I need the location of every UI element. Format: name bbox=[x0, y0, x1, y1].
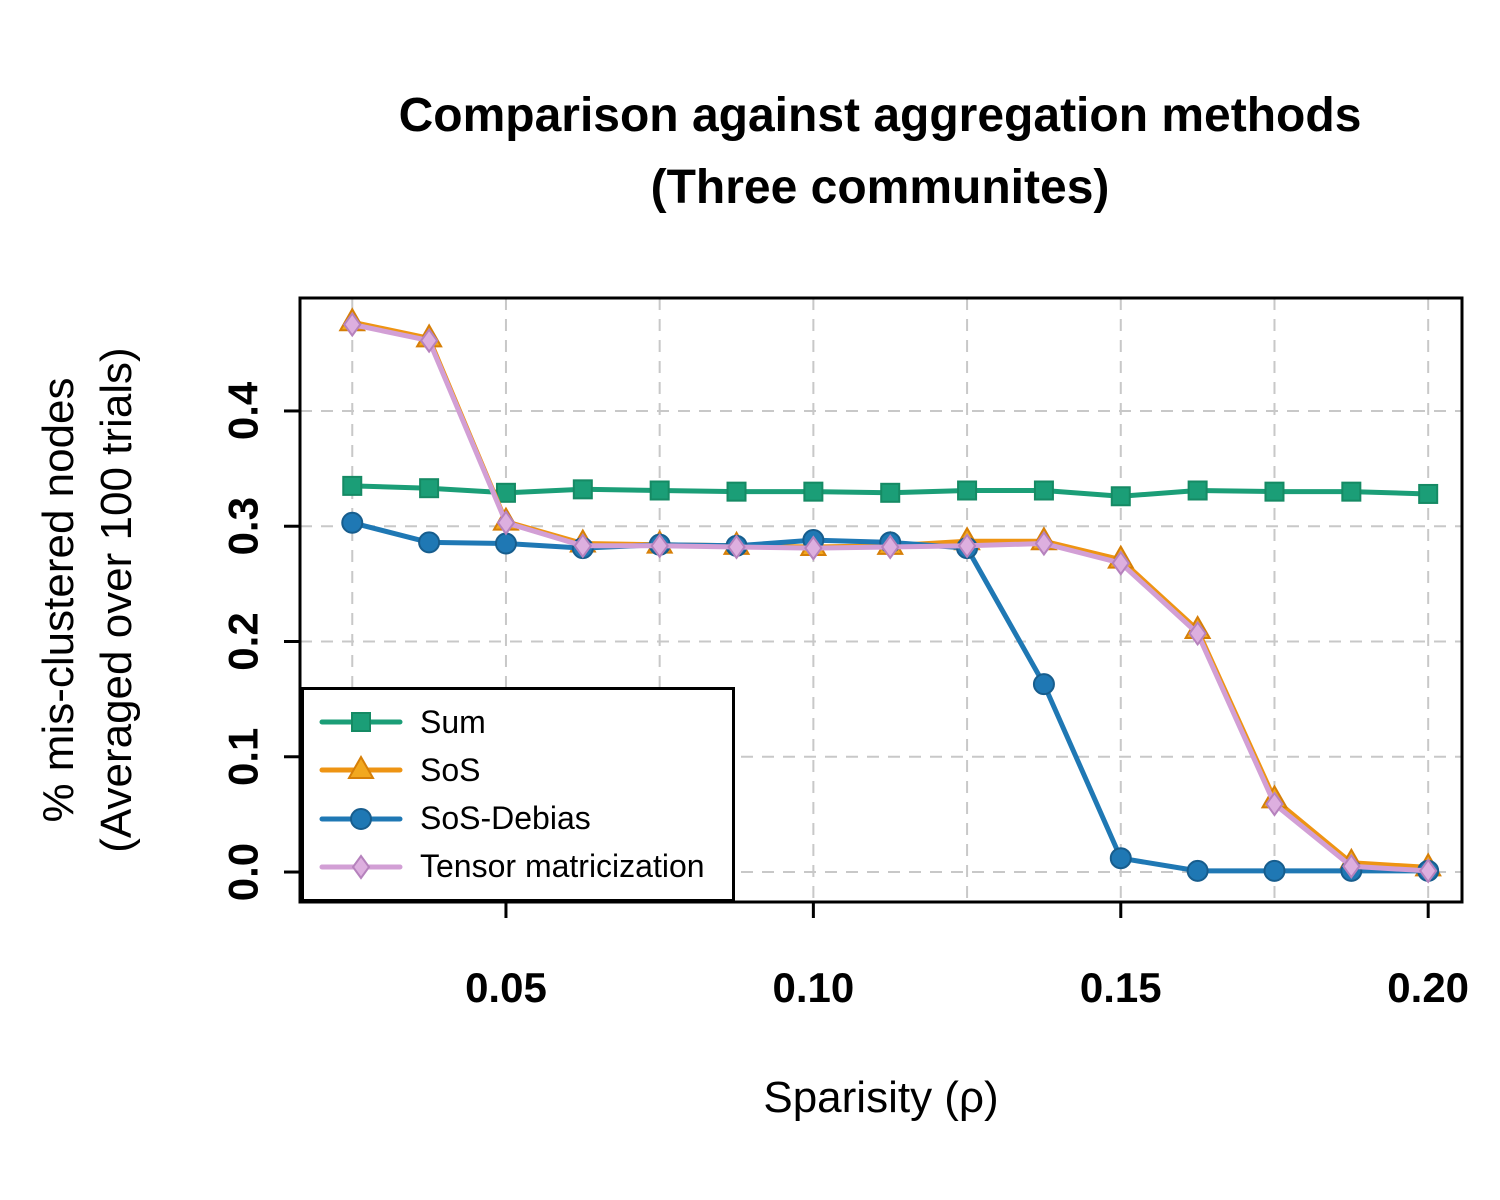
legend-item-sos: SoS bbox=[316, 748, 732, 792]
x-tick-label: 0.05 bbox=[465, 964, 547, 1011]
x-tick-label: 0.15 bbox=[1080, 964, 1162, 1011]
y-tick-label: 0.0 bbox=[220, 843, 267, 901]
legend-label: Sum bbox=[420, 703, 486, 740]
y-tick-label: 0.1 bbox=[220, 728, 267, 786]
chart-title: Comparison against aggregation methods (… bbox=[398, 89, 1362, 214]
legend-label: SoS bbox=[420, 751, 481, 788]
axis-ticks: 0.05 0.10 0.15 0.20 0.0 0.1 0.2 0.3 0.4 bbox=[220, 381, 1470, 1011]
legend-label: SoS-Debias bbox=[420, 800, 591, 837]
y-tick-label: 0.3 bbox=[220, 497, 267, 555]
y-tick-label: 0.4 bbox=[220, 381, 267, 440]
x-tick-label: 0.10 bbox=[772, 964, 854, 1011]
series-sum bbox=[342, 475, 1439, 507]
legend-marker-circle-icon bbox=[319, 807, 403, 830]
legend-marker-diamond-icon bbox=[319, 854, 403, 880]
legend: Sum SoS SoS-Debias Tensor matricization bbox=[301, 687, 735, 902]
legend-label: Tensor matricization bbox=[420, 848, 705, 885]
y-tick-label: 0.2 bbox=[220, 612, 267, 670]
legend-marker-triangle-icon bbox=[319, 755, 403, 780]
series-tensor-matricization bbox=[343, 311, 1438, 884]
legend-item-sos-debias: SoS-Debias bbox=[316, 797, 732, 841]
x-axis-label: Sparisity (ρ) bbox=[763, 1073, 999, 1122]
legend-item-sum: Sum bbox=[316, 700, 732, 744]
x-tick-label: 0.20 bbox=[1387, 964, 1469, 1011]
plot-border bbox=[298, 296, 1464, 904]
legend-marker-square-icon bbox=[319, 712, 403, 733]
legend-item-tensor-matricization: Tensor matricization bbox=[316, 845, 732, 889]
